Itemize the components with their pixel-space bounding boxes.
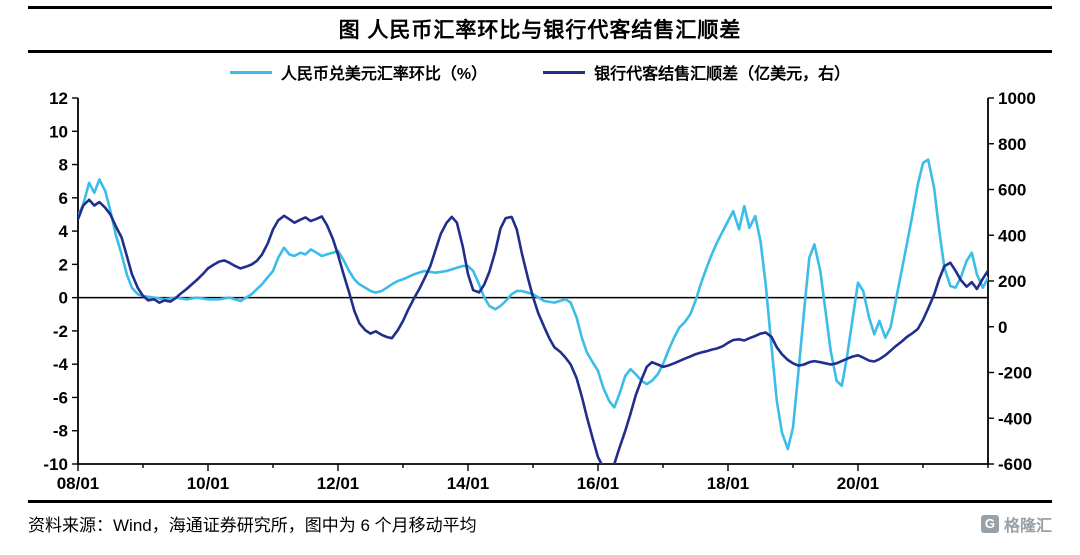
svg-text:-4: -4 [53,355,69,374]
svg-text:200: 200 [998,272,1026,291]
svg-text:-400: -400 [998,409,1032,428]
legend-item-settlement: 银行代客结售汇顺差（亿美元，右） [543,60,850,84]
svg-text:400: 400 [998,226,1026,245]
svg-text:-6: -6 [53,388,68,407]
svg-text:600: 600 [998,181,1026,200]
gelonghui-logo: G 格隆汇 [980,512,1052,536]
chart-title: 图 人民币汇率环比与银行代客结售汇顺差 [338,19,742,42]
chart-page: 图 人民币汇率环比与银行代客结售汇顺差 人民币兑美元汇率环比（%） 银行代客结售… [28,0,1052,536]
dual-axis-line-chart: 12 10 8 6 4 2 0 -2 -4 -6 -8 -10 1000 800 600 400 200 0 -20… [43,89,1036,493]
svg-text:08/01: 08/01 [57,474,100,493]
svg-text:2: 2 [59,255,68,274]
svg-text:20/01: 20/01 [837,474,880,493]
svg-text:10/01: 10/01 [187,474,230,493]
svg-text:0: 0 [59,289,68,308]
svg-text:18/01: 18/01 [707,474,750,493]
plot-area: 12 10 8 6 4 2 0 -2 -4 -6 -8 -10 1000 800 600 400 200 0 -20… [28,86,1052,499]
svg-text:-200: -200 [998,364,1032,383]
series-line-1 [78,198,988,464]
legend-item-cny-rate: 人民币兑美元汇率环比（%） [229,60,488,84]
svg-text:12: 12 [49,89,68,108]
svg-text:4: 4 [59,222,69,241]
legend-label-cny-rate: 人民币兑美元汇率环比（%） [280,66,488,83]
svg-text:1000: 1000 [998,89,1036,108]
cny-rate-line-swatch [229,70,272,74]
svg-text:6: 6 [59,189,68,208]
svg-text:12/01: 12/01 [317,474,360,493]
series-line-0 [78,158,988,451]
svg-text:16/01: 16/01 [577,474,620,493]
title-bar: 图 人民币汇率环比与银行代客结售汇顺差 [28,6,1052,53]
svg-text:10: 10 [49,122,68,141]
svg-text:8: 8 [59,156,68,175]
footer: 资料来源：Wind，海通证券研究所，图中为 6 个月移动平均 G 格隆汇 [28,503,1052,536]
svg-text:-10: -10 [43,455,68,474]
gelonghui-logo-icon: G [980,514,999,533]
svg-text:-2: -2 [53,322,68,341]
svg-text:14/01: 14/01 [447,474,490,493]
svg-text:-8: -8 [53,422,68,441]
gelonghui-logo-text: 格隆汇 [1003,517,1052,535]
svg-text:800: 800 [998,135,1026,154]
source-note: 资料来源：Wind，海通证券研究所，图中为 6 个月移动平均 [28,516,477,535]
legend-label-settlement: 银行代客结售汇顺差（亿美元，右） [594,66,851,83]
legend: 人民币兑美元汇率环比（%） 银行代客结售汇顺差（亿美元，右） [28,60,1052,84]
svg-text:0: 0 [998,318,1007,337]
settlement-line-swatch [543,70,586,74]
footer-divider [28,500,1052,503]
svg-text:-600: -600 [998,455,1032,474]
